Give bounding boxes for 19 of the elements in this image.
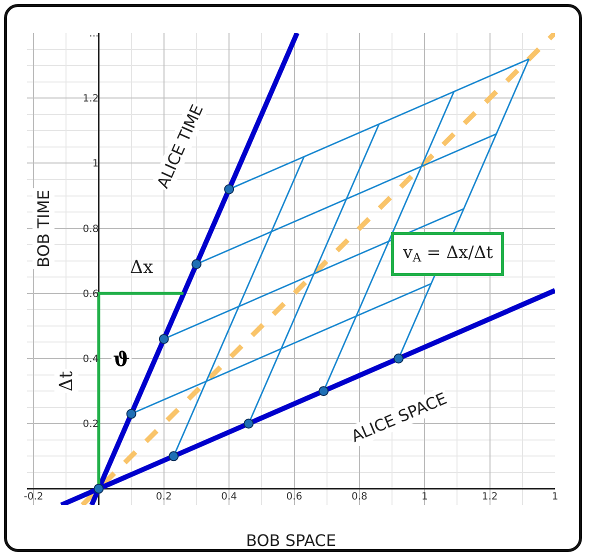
x-tick-label: 1.2 — [482, 492, 498, 503]
y-tick-label: 1.2 — [82, 94, 99, 105]
annotation: Δt — [56, 370, 77, 392]
annotation: ϑ — [113, 347, 130, 371]
x-tick-label: 0.6 — [286, 492, 302, 503]
x-tick-label: -0.2 — [24, 492, 44, 503]
x-tick-label: 0.8 — [351, 492, 368, 503]
y-tick-label: 0.8 — [82, 224, 99, 235]
y-axis-title: BOB TIME — [34, 190, 53, 268]
x-axis-title: BOB SPACE — [246, 531, 336, 550]
x-tick-label: 0.2 — [156, 492, 172, 503]
x-tick-label: 1 — [552, 492, 558, 503]
annotation: ALICE TIME — [153, 102, 207, 191]
y-tick-label: 1 — [92, 158, 99, 170]
y-tick-label: ... — [89, 28, 99, 40]
x-tick-label: 0.4 — [221, 492, 238, 503]
x-tick-label: 1 — [421, 492, 428, 503]
annotation: v$_{A}$ = Δx/Δt — [402, 243, 494, 265]
annotation: Δx — [130, 257, 154, 278]
